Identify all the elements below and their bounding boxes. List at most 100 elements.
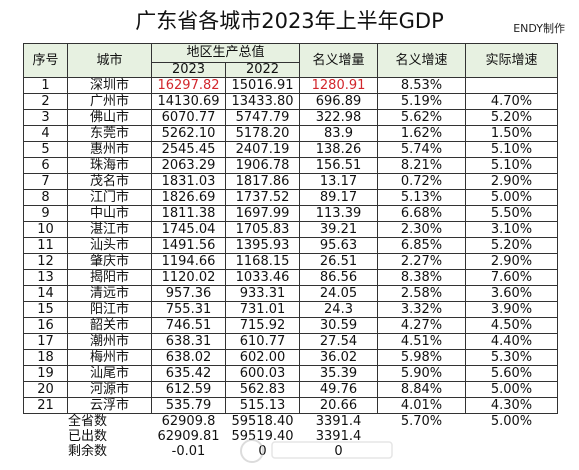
cell-seq: 1 xyxy=(23,77,68,94)
cell-v2023: 957.36 xyxy=(151,285,226,302)
cell-ng: 2.30% xyxy=(377,221,467,238)
cell-inc: 35.39 xyxy=(299,365,379,382)
table-row: 18 梅州市 638.02 602.00 36.02 5.98% 5.30% xyxy=(23,349,559,366)
cell-inc: 36.02 xyxy=(299,349,379,366)
cell-seq: 14 xyxy=(23,285,68,302)
cell-v2022: 2407.19 xyxy=(224,141,301,158)
cell-rg: 3.60% xyxy=(465,285,559,302)
header-nominal-increase: 名义增量 xyxy=(299,43,379,78)
cell-v2023: 1194.66 xyxy=(151,253,226,270)
summary-rg: 5.00% xyxy=(490,414,533,429)
cell-ng: 4.51% xyxy=(377,333,467,350)
cell-ng: 1.62% xyxy=(377,125,467,142)
cell-inc: 696.89 xyxy=(299,93,379,110)
cell-city: 江门市 xyxy=(67,189,152,206)
header-row-1: 序号 城市 地区生产总值 名义增量 名义增速 实际增速 xyxy=(23,43,559,78)
page-title: 广东省各城市2023年上半年GDP xyxy=(135,9,444,33)
header-seq: 序号 xyxy=(23,43,68,78)
cell-seq: 2 xyxy=(23,93,68,110)
summary-v2023: 62909.81 xyxy=(157,429,220,444)
cell-v2023: 16297.82 xyxy=(151,77,226,94)
cell-v2022: 602.00 xyxy=(224,349,301,366)
cell-seq: 17 xyxy=(23,333,68,350)
cell-ng: 8.38% xyxy=(377,269,467,286)
cell-v2022: 5178.20 xyxy=(224,125,301,142)
summary-ng: 5.70% xyxy=(400,414,443,429)
cell-v2023: 14130.69 xyxy=(151,93,226,110)
table-row: 19 汕尾市 635.42 600.03 35.39 5.90% 5.60% xyxy=(23,365,559,382)
cell-v2022: 600.03 xyxy=(224,365,301,382)
cell-ng: 5.74% xyxy=(377,141,467,158)
cell-v2022: 1906.78 xyxy=(224,157,301,174)
cell-city: 茂名市 xyxy=(67,173,152,190)
cell-v2023: 1811.38 xyxy=(151,205,226,222)
cell-v2022: 1395.93 xyxy=(224,237,301,254)
cell-city: 中山市 xyxy=(67,205,152,222)
summary-v2022: 0 xyxy=(258,444,267,459)
cell-v2022: 562.83 xyxy=(224,381,301,398)
cell-ng: 5.90% xyxy=(377,365,467,382)
cell-rg: 4.40% xyxy=(465,333,559,350)
summary-row: 全省数 62909.8 59518.40 3391.4 5.70% 5.00% xyxy=(24,414,558,430)
cell-city: 潮州市 xyxy=(67,333,152,350)
table-row: 21 云浮市 535.79 515.13 20.66 4.01% 4.30% xyxy=(23,397,559,414)
cell-city: 韶关市 xyxy=(67,317,152,334)
cell-rg: 5.20% xyxy=(465,237,559,254)
summary-inc: 0 xyxy=(334,444,343,459)
summary-label: 已出数 xyxy=(67,429,107,444)
cell-ng: 6.68% xyxy=(377,205,467,222)
table-row: 1 深圳市 16297.82 15016.91 1280.91 8.53% xyxy=(23,77,559,94)
cell-v2023: 612.59 xyxy=(151,381,226,398)
cell-rg: 5.50% xyxy=(465,205,559,222)
cell-v2023: 2545.45 xyxy=(151,141,226,158)
cell-v2022: 933.31 xyxy=(224,285,301,302)
cell-v2023: 5262.10 xyxy=(151,125,226,142)
header-real-growth: 实际增速 xyxy=(465,43,559,78)
cell-inc: 26.51 xyxy=(299,253,379,270)
table-row: 3 佛山市 6070.77 5747.79 322.98 5.62% 5.20% xyxy=(23,109,559,126)
cell-v2023: 755.31 xyxy=(151,301,226,318)
cell-v2022: 1033.46 xyxy=(224,269,301,286)
cell-v2022: 731.01 xyxy=(224,301,301,318)
cell-seq: 10 xyxy=(23,221,68,238)
cell-rg: 2.90% xyxy=(465,173,559,190)
cell-inc: 13.17 xyxy=(299,173,379,190)
cell-seq: 8 xyxy=(23,189,68,206)
cell-city: 清远市 xyxy=(67,285,152,302)
cell-ng: 4.27% xyxy=(377,317,467,334)
cell-rg: 5.00% xyxy=(465,189,559,206)
cell-v2022: 13433.80 xyxy=(224,93,301,110)
cell-rg: 5.00% xyxy=(465,381,559,398)
table-row: 15 阳江市 755.31 731.01 24.3 3.32% 3.90% xyxy=(23,301,559,318)
cell-v2023: 635.42 xyxy=(151,365,226,382)
cell-seq: 5 xyxy=(23,141,68,158)
cell-seq: 7 xyxy=(23,173,68,190)
cell-city: 广州市 xyxy=(67,93,152,110)
cell-v2023: 1120.02 xyxy=(151,269,226,286)
cell-city: 汕尾市 xyxy=(67,365,152,382)
summary-label: 全省数 xyxy=(67,414,107,429)
cell-rg: 4.70% xyxy=(465,93,559,110)
header-2023: 2023 xyxy=(151,62,226,78)
cell-v2022: 5747.79 xyxy=(224,109,301,126)
cell-seq: 4 xyxy=(23,125,68,142)
cell-v2022: 1737.52 xyxy=(224,189,301,206)
table-row: 7 茂名市 1831.03 1817.86 13.17 0.72% 2.90% xyxy=(23,173,559,190)
table-row: 4 东莞市 5262.10 5178.20 83.9 1.62% 1.50% xyxy=(23,125,559,142)
summary-v2023: 62909.8 xyxy=(161,414,216,429)
summary-inc: 3391.4 xyxy=(315,429,362,444)
cell-v2022: 610.77 xyxy=(224,333,301,350)
cell-rg: 4.30% xyxy=(465,397,559,414)
cell-inc: 30.59 xyxy=(299,317,379,334)
cell-v2022: 715.92 xyxy=(224,317,301,334)
cell-rg xyxy=(465,77,559,94)
cell-v2023: 638.31 xyxy=(151,333,226,350)
cell-seq: 11 xyxy=(23,237,68,254)
cell-rg: 4.50% xyxy=(465,317,559,334)
header-gdp-group: 地区生产总值 xyxy=(150,43,301,63)
author-credit: ENDY制作 xyxy=(513,22,565,35)
cell-inc: 83.9 xyxy=(299,125,379,142)
cell-seq: 18 xyxy=(23,349,68,366)
cell-rg: 3.90% xyxy=(465,301,559,318)
cell-city: 云浮市 xyxy=(67,397,152,414)
